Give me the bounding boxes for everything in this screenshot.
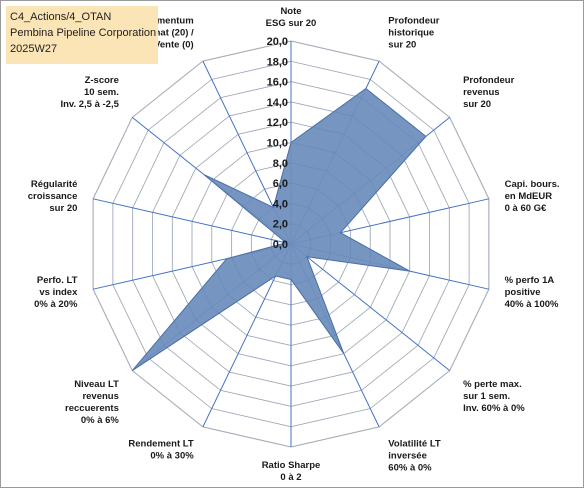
axis-label-line: historique	[388, 27, 434, 38]
axis-label-line: Niveau LT	[74, 379, 119, 390]
axis-label-line: % perte max.	[463, 379, 522, 390]
axis-label: % perfo 1A positive 40% à 100%	[505, 275, 559, 310]
axis-label-line: croissance	[28, 191, 78, 202]
chart-title-box: C4_Actions/4_OTAN Pembina Pipeline Corpo…	[6, 6, 158, 64]
axis-label: Z-score 10 sem. Inv. 2,5 à -2,5	[60, 75, 119, 110]
tick-label: 18,0	[267, 56, 288, 68]
axis-label-line: 0% à 20%	[34, 299, 78, 310]
axis-label-line: 60% à 0%	[388, 463, 432, 474]
web-ring	[231, 182, 351, 306]
category-title: C4_Actions/4_OTAN	[10, 11, 112, 23]
axis-label-line: 10 sem.	[84, 87, 119, 98]
web-ring	[172, 121, 410, 367]
axis-label-line: positive	[505, 287, 541, 298]
axis-label-line: inversée	[388, 451, 427, 462]
axis-label: Profondeur revenus sur 20	[463, 75, 514, 110]
company-name: Pembina Pipeline Corporation	[10, 27, 157, 39]
axis-label: Capi. bours. en MdEUR 0 à 60 G€	[505, 179, 560, 214]
tick-label: 8,0	[273, 158, 288, 170]
axis-label-line: Régularité	[31, 179, 77, 190]
period-label: 2025W27	[10, 43, 58, 55]
axis-label: Régularité croissance sur 20	[28, 179, 78, 214]
axis-label-line: ESG sur 20	[266, 18, 317, 29]
axis-label-line: 0% à 6%	[81, 415, 120, 426]
web-ring	[132, 81, 450, 407]
web-ring	[152, 101, 430, 387]
axis-label: Ratio Sharpe 0 à 2	[262, 460, 321, 483]
axis-label-line: revenus	[82, 391, 118, 402]
axis-label: Note ESG sur 20	[266, 6, 317, 29]
tick-label: 16,0	[267, 77, 288, 89]
web-ring	[211, 162, 371, 326]
axis-label-line: Vente (0)	[154, 39, 194, 50]
axis-label: Perfo. LT vs index 0% à 20%	[34, 275, 78, 310]
axis-label-line: sur 20	[388, 39, 416, 50]
axis-label: Volatilité LT inversée 60% à 0%	[388, 439, 441, 474]
axis-label-line: Z-score	[85, 75, 119, 86]
axis-label-line: Perfo. LT	[37, 275, 78, 286]
axis-label-line: Momentum	[143, 15, 194, 26]
axis-label-line: Profondeur	[463, 75, 514, 86]
axis-label-line: vs index	[39, 287, 78, 298]
axis-label-line: Ratio Sharpe	[262, 460, 321, 471]
web-ring	[191, 142, 391, 346]
axis-label-line: reccuerents	[65, 403, 119, 414]
axis-label-line: Inv. 60% à 0%	[463, 403, 525, 414]
axis-label-line: Rendement LT	[128, 439, 193, 450]
axis-label-line: Achat (20) /	[142, 27, 194, 38]
axis-label: Niveau LT revenus reccuerents 0% à 6%	[65, 379, 119, 426]
axis-label-line: 0% à 30%	[150, 451, 194, 462]
web-ring	[251, 203, 331, 285]
axis-label-line: en MdEUR	[505, 191, 553, 202]
data-area	[131, 87, 427, 372]
axis-label: Rendement LT 0% à 30%	[128, 439, 194, 462]
tick-label: 2,0	[273, 219, 288, 231]
axis-label-line: sur 1 sem.	[463, 391, 510, 402]
tick-label: 6,0	[273, 178, 288, 190]
tick-label: 0,0	[273, 239, 288, 251]
axis-label-line: Inv. 2,5 à -2,5	[60, 99, 119, 110]
tick-label: 10,0	[267, 138, 288, 150]
tick-label: 20,0	[267, 36, 288, 48]
axis-label-line: Profondeur	[388, 15, 439, 26]
web-ring	[270, 223, 312, 265]
axis-label-line: revenus	[463, 87, 499, 98]
axis-label-line: Note	[280, 6, 301, 17]
axis-label-line: sur 20	[463, 99, 491, 110]
axis-label-line: sur 20	[49, 203, 77, 214]
axis-label-line: 40% à 100%	[505, 299, 559, 310]
web-ring	[92, 40, 490, 448]
tick-label: 14,0	[267, 97, 288, 109]
web-ring	[112, 61, 470, 427]
axis-label-line: Volatilité LT	[388, 439, 441, 450]
axis-label: Momentum Achat (20) / Vente (0)	[142, 15, 194, 50]
axis-label-line: 0 à 2	[280, 472, 301, 483]
axis-label: Profondeur historique sur 20	[388, 15, 439, 50]
axis-label-line: Capi. bours.	[505, 179, 560, 190]
axis-label-line: 0 à 60 G€	[505, 203, 547, 214]
tick-label: 4,0	[273, 198, 288, 210]
tick-label: 12,0	[267, 117, 288, 129]
axis-label-line: % perfo 1A	[505, 275, 555, 286]
axis-label: % perte max. sur 1 sem. Inv. 60% à 0%	[463, 379, 525, 414]
